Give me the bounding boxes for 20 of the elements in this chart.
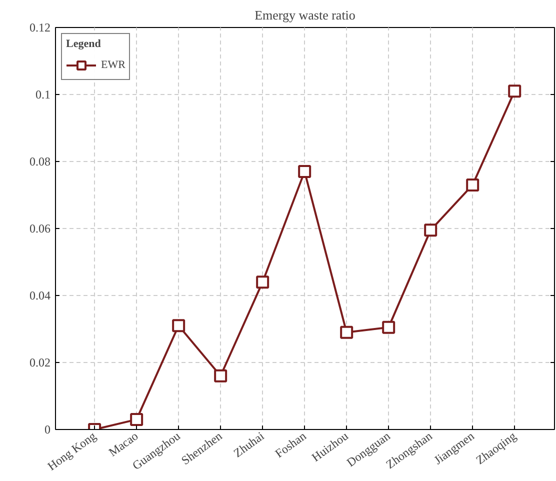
y-tick-label: 0.02 <box>30 356 50 370</box>
y-tick-label: 0 <box>44 422 50 436</box>
point <box>298 165 312 178</box>
point <box>340 326 354 339</box>
y-tick-label: 0.1 <box>36 88 50 102</box>
legend-title: Legend <box>66 38 102 50</box>
y-tick-label: 0.08 <box>30 154 50 168</box>
y-tick-label: 0.06 <box>30 222 50 236</box>
point <box>172 319 186 332</box>
y-tick-label: 0.12 <box>30 20 50 34</box>
point <box>256 276 270 289</box>
point <box>508 84 522 98</box>
point <box>214 369 228 382</box>
y-tick-label: 0.04 <box>30 288 50 302</box>
point <box>382 320 396 334</box>
chart-title: Emergy waste ratio <box>254 8 356 22</box>
legend-label: EWR <box>101 59 126 71</box>
point <box>466 178 480 192</box>
point <box>424 224 438 237</box>
point <box>130 412 144 426</box>
